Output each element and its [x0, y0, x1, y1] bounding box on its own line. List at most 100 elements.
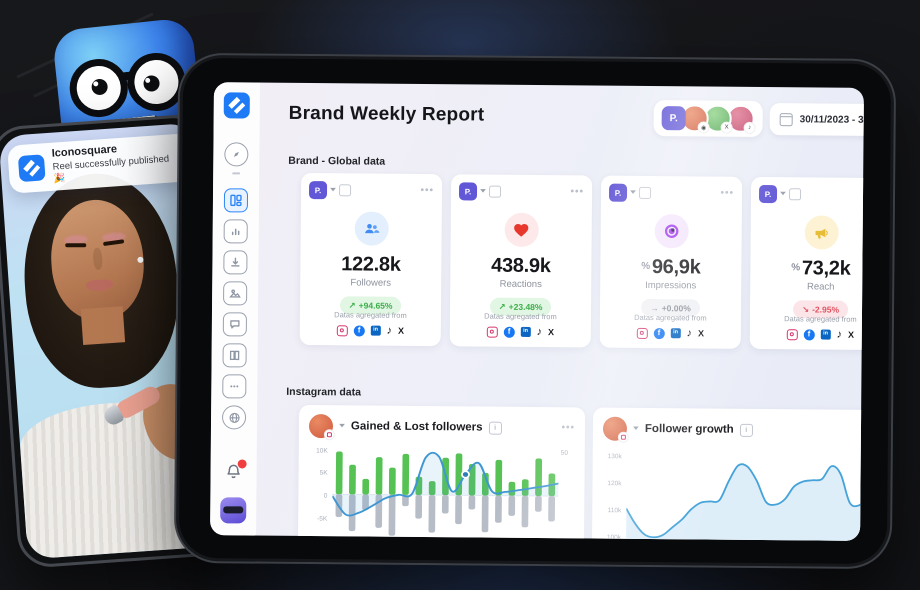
trend-arrow-icon: ↗ — [498, 301, 506, 312]
date-range-value: 30/11/2023 - 30/12/2023 — [799, 113, 864, 126]
aggregated-from-label: Datas agregated from — [484, 311, 557, 322]
axis-tick-label: -5K — [317, 515, 328, 523]
x-icon — [848, 330, 854, 340]
expand-icon[interactable] — [338, 184, 352, 197]
chevron-down-icon[interactable]: ▼ — [628, 189, 638, 196]
sidebar-divider — [232, 172, 241, 175]
tablet-device: Brand Weekly Report P. ◉ X ♪ 30/11/2023 … — [173, 52, 897, 570]
sidebar-item-downloads[interactable] — [223, 250, 248, 275]
stat-metric: Reactions — [499, 278, 542, 291]
aggregated-from-label: Datas agregated from — [634, 312, 707, 323]
trend-arrow-icon: ↗ — [348, 299, 356, 310]
chevron-down-icon[interactable]: ▼ — [478, 188, 488, 195]
sidebar-item-dashboard[interactable] — [223, 188, 249, 213]
sidebar-item-library[interactable] — [222, 343, 247, 368]
brand-avatar[interactable]: P. — [308, 181, 328, 200]
expand-icon[interactable] — [638, 186, 652, 200]
axis-tick-label: 5K — [319, 469, 328, 477]
axis-tick-label: 100k — [606, 534, 622, 541]
info-icon[interactable]: i — [739, 423, 753, 437]
compass-icon[interactable] — [224, 142, 249, 167]
chart-title: Follower growth — [644, 422, 734, 436]
app-logo-icon[interactable] — [223, 92, 250, 119]
axis-tick-label: 0 — [323, 492, 328, 500]
brand-avatar[interactable]: P. — [758, 184, 778, 204]
card-menu-button[interactable]: ••• — [561, 422, 576, 434]
user-avatar[interactable] — [220, 497, 247, 524]
chevron-down-icon[interactable]: ▼ — [328, 187, 338, 194]
tiktok-badge-icon: ♪ — [743, 121, 756, 134]
calendar-icon — [779, 112, 793, 126]
facebook-icon — [803, 328, 815, 340]
dashboard-screen: Brand Weekly Report P. ◉ X ♪ 30/11/2023 … — [210, 82, 864, 541]
brand-avatar[interactable]: P. — [458, 182, 478, 201]
brand-avatar[interactable]: P. — [608, 183, 628, 202]
aggregated-from-label: Datas agregated from — [334, 310, 407, 320]
stat-card-impressions: P. ▼ ••• %96,9k Impressions → +0.00% — [599, 175, 743, 349]
heart-icon — [504, 212, 539, 248]
sidebar-item-analytics[interactable] — [223, 219, 248, 244]
axis-tick-label: 120k — [607, 480, 622, 488]
card-menu-button[interactable]: ••• — [420, 184, 435, 197]
axis-tick-label: -10K — [313, 538, 327, 541]
social-icons-row — [300, 324, 441, 337]
expand-icon[interactable] — [788, 188, 802, 201]
axis-tick-label: 110k — [607, 507, 622, 515]
push-notification[interactable]: Iconosquare Reel successfully published … — [7, 133, 193, 194]
stat-card-reach: P. ▼ ••• %73,2k Reach ↘ -2.95% — [749, 176, 864, 351]
sidebar-item-messages[interactable] — [222, 374, 247, 399]
main-content: Brand Weekly Report P. ◉ X ♪ 30/11/2023 … — [256, 83, 864, 541]
linkedin-icon — [520, 326, 531, 337]
stat-value: %73,2k — [791, 257, 851, 280]
follower-growth-chart — [625, 463, 864, 541]
iconosquare-logo-icon — [17, 154, 46, 183]
instagram-icon — [786, 328, 798, 340]
follower-growth-plot — [625, 449, 864, 541]
notifications-bell-icon[interactable] — [224, 458, 248, 485]
sidebar-item-media[interactable] — [223, 281, 248, 306]
linkedin-icon — [370, 325, 381, 336]
page-title: Brand Weekly Report — [288, 102, 485, 126]
section-instagram-data: Instagram data — [286, 385, 362, 399]
axis-tick-label: 50 — [560, 449, 569, 457]
date-range-picker[interactable]: 30/11/2023 - 30/12/2023 — [769, 103, 864, 137]
instagram-account-avatar[interactable] — [602, 416, 629, 443]
info-icon[interactable]: i — [488, 421, 502, 435]
instagram-account-avatar[interactable] — [308, 414, 335, 441]
chevron-down-icon[interactable]: ▼ — [631, 425, 641, 432]
facebook-icon — [503, 326, 515, 338]
social-icons-row — [600, 327, 741, 340]
y-axis-right: 50 — [558, 448, 575, 541]
followers-icon — [354, 211, 389, 246]
linkedin-icon — [820, 329, 831, 340]
stat-value: %96,9k — [641, 256, 701, 279]
instagram-badge-icon — [323, 429, 335, 441]
connected-accounts[interactable]: P. ◉ X ♪ — [653, 100, 763, 137]
charts-row: ▼ Gained & Lost followers i ••• 10K 5K 0 -5… — [297, 404, 864, 541]
chevron-down-icon[interactable]: ▼ — [337, 423, 347, 430]
facebook-icon — [653, 327, 665, 339]
stat-metric: Followers — [350, 277, 392, 289]
x-icon — [698, 328, 704, 338]
sidebar-item-comments[interactable] — [222, 312, 247, 337]
card-menu-button[interactable]: ••• — [570, 186, 585, 198]
tiktok-icon — [387, 325, 393, 337]
stat-value: 438.9k — [491, 254, 551, 278]
x-badge-icon: X — [720, 121, 733, 134]
x-icon — [548, 327, 554, 337]
card-menu-button[interactable]: ••• — [720, 187, 735, 199]
trend-arrow-icon: → — [650, 302, 659, 313]
mascot-glasses-icon — [66, 50, 189, 120]
stat-value: 122.8k — [341, 253, 401, 276]
chevron-down-icon[interactable]: ▼ — [778, 191, 788, 198]
tiktok-icon — [686, 327, 692, 339]
stat-metric: Impressions — [645, 279, 697, 292]
expand-icon[interactable] — [488, 185, 502, 198]
gained-lost-chart — [331, 451, 559, 536]
portrait-neck — [80, 306, 126, 346]
globe-icon[interactable] — [221, 405, 247, 430]
brand-avatar[interactable]: P. — [661, 106, 686, 131]
social-icons-row — [750, 328, 864, 341]
change-value: -2.95% — [812, 303, 840, 315]
instagram-badge-icon: ◉ — [697, 121, 710, 134]
